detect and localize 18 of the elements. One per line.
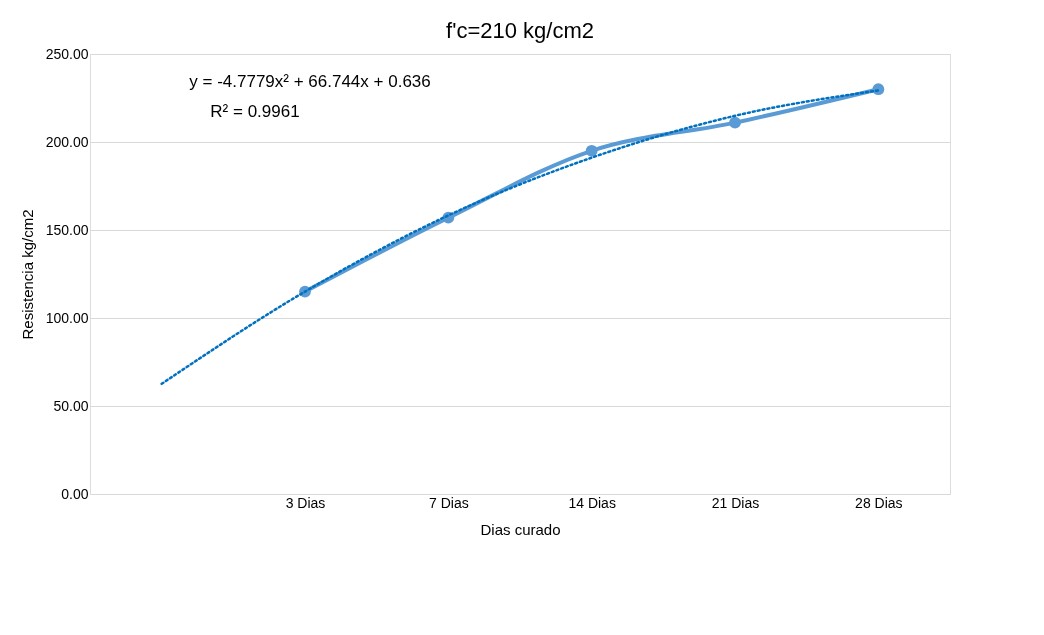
x-tick-label: 28 Dias [855,494,903,511]
annotation: R² = 0.9961 [210,102,300,121]
y-tick-label: 0.00 [61,485,89,502]
x-tick-label: 14 Dias [568,494,616,511]
y-tick-label: 250.00 [45,45,89,62]
y-tick-label: 150.00 [45,221,89,238]
x-axis-title: Dias curado [480,520,561,538]
y-tick-label: 100.00 [45,309,89,326]
x-tick-label: 21 Dias [711,494,760,511]
y-tick-label: 50.00 [53,397,89,414]
x-tick-label: 7 Dias [428,494,469,511]
point [729,116,741,129]
x-tick-label: 3 Dias [285,494,326,511]
y-axis-title: Resistencia kg/cm2 [18,209,36,340]
y-tick-label: 200.00 [45,133,89,150]
chart-title: f'c=210 kg/cm2 [446,18,594,43]
point [585,144,598,157]
annotation: y = -4.7779x² + 66.744x + 0.636 [189,72,431,91]
